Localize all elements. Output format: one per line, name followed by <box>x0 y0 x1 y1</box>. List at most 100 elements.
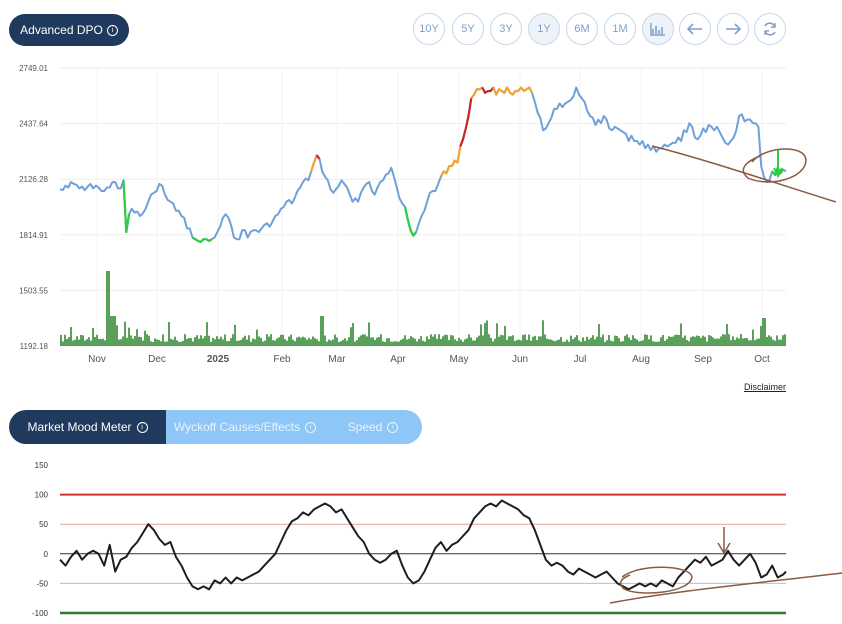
volume-bar <box>784 334 786 346</box>
x-tick-label: May <box>450 354 469 365</box>
volume-bar <box>60 334 62 346</box>
volume-bar <box>308 337 310 346</box>
volume-bar <box>324 335 326 346</box>
volume-bar <box>646 334 648 346</box>
volume-bar <box>208 335 210 346</box>
volume-bar <box>782 335 784 346</box>
prev-button[interactable] <box>679 13 711 45</box>
tab-market-mood-meter[interactable]: Market Mood Meter i <box>9 410 166 444</box>
volume-bar <box>92 328 94 346</box>
advanced-dpo-label: Advanced DPO <box>20 23 103 37</box>
volume-bar <box>642 340 644 346</box>
volume-bar <box>158 340 160 346</box>
info-icon[interactable]: i <box>136 421 148 433</box>
volume-bar <box>694 336 696 346</box>
volume-bar <box>358 337 360 346</box>
volume-bar <box>268 336 270 346</box>
volume-bar <box>550 339 552 346</box>
tab-speed[interactable]: Speed i <box>324 410 422 444</box>
volume-bar <box>348 337 350 346</box>
range-1m-button[interactable]: 1M <box>604 13 636 45</box>
volume-bar <box>216 336 218 346</box>
volume-bar <box>132 338 134 346</box>
range-3y-label: 3Y <box>499 23 513 35</box>
volume-bar <box>652 341 654 346</box>
volume-bar <box>384 341 386 346</box>
volume-bar <box>398 341 400 346</box>
volume-bar <box>214 339 216 346</box>
volume-bar <box>478 335 480 346</box>
range-3y-button[interactable]: 3Y <box>490 13 522 45</box>
volume-bar <box>288 336 290 346</box>
volume-bar <box>130 335 132 346</box>
volume-bar <box>234 324 236 346</box>
y-tick-label: 150 <box>35 461 49 470</box>
info-icon[interactable]: i <box>106 24 118 36</box>
volume-bar <box>662 335 664 346</box>
volume-bar <box>488 334 490 346</box>
next-button[interactable] <box>717 13 749 45</box>
volume-bar <box>170 338 172 346</box>
volume-bar <box>72 340 74 346</box>
volume-bar <box>62 341 64 346</box>
annotation-arrow <box>773 150 783 179</box>
x-tick-label: 2025 <box>207 354 230 365</box>
range-6m-button[interactable]: 6M <box>566 13 598 45</box>
volume-bar <box>758 338 760 346</box>
volume-bar <box>636 339 638 346</box>
chart-type-button[interactable] <box>642 13 674 45</box>
volume-bar <box>588 339 590 346</box>
volume-bar <box>412 337 414 346</box>
volume-bar <box>298 336 300 346</box>
volume-bar <box>346 340 348 346</box>
y-tick-label: 1503.55 <box>19 286 48 295</box>
volume-bar <box>506 339 508 346</box>
arrow-left-icon <box>687 23 702 35</box>
mood-chart: 150 100 50 0 -50 -100 <box>32 461 842 618</box>
volume-bar <box>118 339 120 346</box>
volume-bar <box>246 339 248 346</box>
volume-bar <box>610 340 612 346</box>
volume-bar <box>366 336 368 346</box>
volume-bar <box>664 340 666 346</box>
volume-bar <box>112 316 114 346</box>
range-10y-button[interactable]: 10Y <box>413 13 445 45</box>
disclaimer-link[interactable]: Disclaimer <box>743 382 786 392</box>
volume-bar <box>584 340 586 346</box>
range-1y-button[interactable]: 1Y <box>528 13 560 45</box>
volume-bar <box>220 336 222 346</box>
tab-wyckoff[interactable]: Wyckoff Causes/Effects i <box>166 410 324 444</box>
volume-bar <box>82 335 84 346</box>
price-segment-bull-red <box>459 98 473 147</box>
volume-bar <box>108 271 110 346</box>
advanced-dpo-button[interactable]: Advanced DPO i <box>9 14 129 46</box>
volume-bar <box>630 339 632 346</box>
volume-bar <box>624 335 626 346</box>
volume-bar <box>198 338 200 346</box>
volume-bar <box>272 340 274 346</box>
volume-bar <box>318 341 320 346</box>
volume-bar <box>116 325 118 346</box>
volume-bar <box>342 339 344 346</box>
volume-bar <box>490 337 492 346</box>
volume-bar <box>722 334 724 346</box>
volume-bar <box>304 337 306 346</box>
price-segment-bull-red <box>481 86 495 94</box>
info-icon[interactable]: i <box>387 421 399 433</box>
volume-bar <box>190 338 192 346</box>
volume-bar <box>780 339 782 346</box>
volume-bar <box>376 337 378 346</box>
volume-bar <box>666 339 668 346</box>
volume-bar <box>508 336 510 346</box>
volume-bar <box>254 339 256 346</box>
volume-bar <box>704 336 706 346</box>
annotation-circle <box>619 566 693 594</box>
info-icon[interactable]: i <box>305 421 317 433</box>
volume-bar <box>540 336 542 346</box>
refresh-button[interactable] <box>754 13 786 45</box>
volume-bar <box>232 334 234 346</box>
x-tick-label: Mar <box>328 354 346 365</box>
volume-bar <box>274 340 276 346</box>
volume-bar <box>748 340 750 346</box>
range-5y-button[interactable]: 5Y <box>452 13 484 45</box>
